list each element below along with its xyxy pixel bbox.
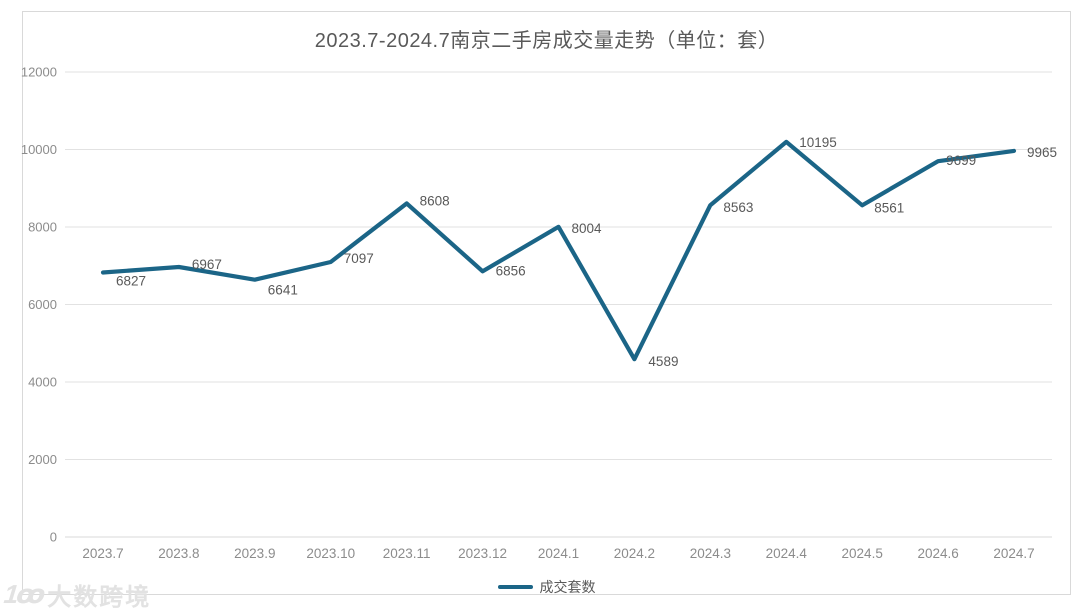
legend-line-swatch xyxy=(497,585,533,589)
y-axis-tick-label: 2000 xyxy=(28,452,57,467)
x-axis-tick-label: 2023.11 xyxy=(383,546,431,561)
data-label: 6641 xyxy=(268,283,298,298)
x-axis-tick-label: 2023.10 xyxy=(306,546,355,561)
y-axis-tick-label: 0 xyxy=(50,530,57,545)
data-label: 8004 xyxy=(572,221,603,236)
x-axis-tick-label: 2023.9 xyxy=(234,546,275,561)
data-label: 6967 xyxy=(192,257,222,272)
data-label: 8608 xyxy=(420,193,450,208)
data-label: 4589 xyxy=(648,354,678,369)
x-axis-tick-label: 2023.8 xyxy=(158,546,199,561)
y-axis-tick-label: 10000 xyxy=(21,142,57,157)
x-axis-tick-label: 2024.3 xyxy=(690,546,731,561)
y-axis-tick-label: 12000 xyxy=(21,65,57,80)
legend-label: 成交套数 xyxy=(539,579,596,595)
y-axis-tick-label: 6000 xyxy=(28,297,57,312)
x-axis-tick-label: 2023.7 xyxy=(82,546,123,561)
x-axis-tick-label: 2024.1 xyxy=(538,546,579,561)
legend[interactable]: 成交套数 xyxy=(22,576,1071,598)
x-axis-tick-label: 2024.2 xyxy=(614,546,655,561)
data-label: 10195 xyxy=(799,135,837,150)
x-axis-tick-label: 2024.7 xyxy=(993,546,1034,561)
data-label: 8563 xyxy=(723,200,753,215)
data-label: 6827 xyxy=(116,273,146,288)
y-axis-tick-label: 4000 xyxy=(28,375,57,390)
y-axis-tick-label: 8000 xyxy=(28,220,57,235)
x-axis-tick-label: 2024.4 xyxy=(766,546,808,561)
series-line xyxy=(100,139,1017,362)
x-axis-tick-label: 2024.6 xyxy=(917,546,958,561)
chart-card xyxy=(22,11,1071,595)
data-label: 6856 xyxy=(496,263,526,278)
data-label: 8561 xyxy=(874,200,904,215)
data-label: 9699 xyxy=(946,153,976,168)
data-label: 7097 xyxy=(344,251,374,266)
data-label: 9965 xyxy=(1027,145,1057,160)
x-axis-tick-label: 2023.12 xyxy=(458,546,507,561)
chart-title: 2023.7-2024.7南京二手房成交量走势（单位：套） xyxy=(314,30,779,52)
x-axis-tick-label: 2024.5 xyxy=(842,546,883,561)
